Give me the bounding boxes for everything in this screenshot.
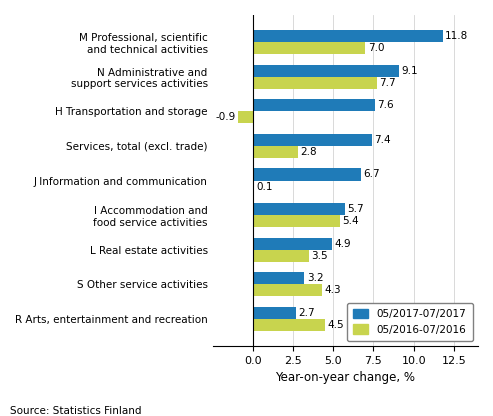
Text: 11.8: 11.8 bbox=[445, 31, 468, 41]
Text: 7.7: 7.7 bbox=[379, 78, 396, 88]
Text: 5.7: 5.7 bbox=[347, 204, 363, 214]
Text: 7.6: 7.6 bbox=[378, 100, 394, 110]
Bar bbox=[253, 30, 443, 42]
Text: 6.7: 6.7 bbox=[363, 169, 380, 179]
Bar bbox=[253, 319, 325, 331]
Bar bbox=[253, 238, 332, 250]
Text: 7.4: 7.4 bbox=[374, 135, 391, 145]
Text: 2.8: 2.8 bbox=[300, 147, 317, 157]
Bar bbox=[253, 284, 322, 297]
Bar bbox=[253, 307, 296, 319]
Text: 2.7: 2.7 bbox=[299, 308, 316, 318]
X-axis label: Year-on-year change, %: Year-on-year change, % bbox=[275, 371, 415, 384]
Text: 9.1: 9.1 bbox=[402, 66, 418, 76]
Bar bbox=[253, 42, 365, 54]
Text: 7.0: 7.0 bbox=[368, 43, 385, 53]
Text: 0.1: 0.1 bbox=[257, 182, 273, 192]
Bar bbox=[253, 99, 375, 111]
Bar bbox=[253, 77, 377, 89]
Bar bbox=[253, 181, 254, 193]
Bar bbox=[253, 250, 309, 262]
Text: Source: Statistics Finland: Source: Statistics Finland bbox=[10, 406, 141, 416]
Bar bbox=[238, 111, 253, 124]
Text: 4.3: 4.3 bbox=[324, 285, 341, 295]
Text: 3.2: 3.2 bbox=[307, 273, 323, 283]
Bar bbox=[253, 203, 345, 215]
Text: 5.4: 5.4 bbox=[342, 216, 359, 226]
Bar bbox=[253, 168, 360, 181]
Text: 3.5: 3.5 bbox=[312, 251, 328, 261]
Bar bbox=[253, 215, 340, 227]
Bar bbox=[253, 146, 298, 158]
Bar bbox=[253, 134, 372, 146]
Legend: 05/2017-07/2017, 05/2016-07/2016: 05/2017-07/2017, 05/2016-07/2016 bbox=[347, 303, 473, 341]
Bar bbox=[253, 64, 399, 77]
Bar bbox=[253, 272, 304, 284]
Text: 4.9: 4.9 bbox=[334, 239, 351, 249]
Text: 4.5: 4.5 bbox=[328, 320, 344, 330]
Text: -0.9: -0.9 bbox=[215, 112, 236, 122]
